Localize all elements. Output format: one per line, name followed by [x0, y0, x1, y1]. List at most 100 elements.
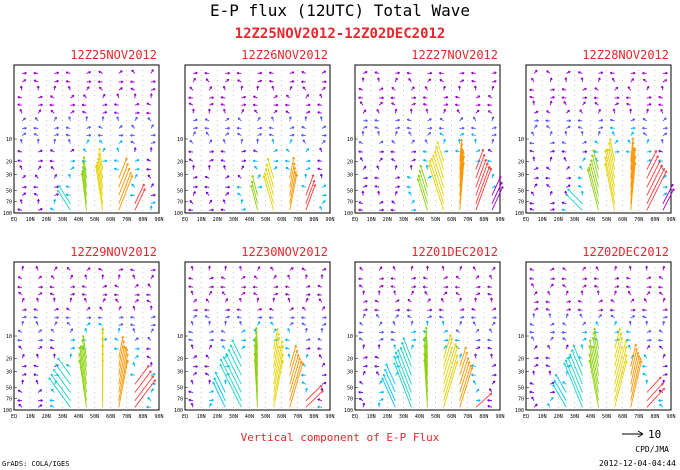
flux-arrow-head — [439, 117, 443, 121]
flux-arrow-head — [567, 356, 570, 360]
flux-arrow-head — [422, 285, 426, 289]
flux-arrow-head — [226, 175, 230, 179]
x-tick-label: 10N — [538, 217, 547, 223]
flux-arrow — [591, 154, 599, 179]
flux-arrow-head — [97, 80, 101, 84]
flux-arrow-head — [553, 379, 557, 383]
flux-arrow-head — [600, 299, 603, 303]
flux-arrow-head — [322, 200, 326, 203]
flux-arrow — [118, 340, 125, 367]
flux-arrow-head — [445, 103, 449, 107]
flux-arrow-head — [227, 315, 230, 319]
flux-arrow-head — [529, 323, 533, 326]
credit: CPD/JMA — [635, 445, 669, 454]
flux-arrow-head — [153, 193, 156, 197]
flux-arrow-head — [86, 86, 90, 89]
flux-arrow — [265, 168, 275, 196]
flux-arrow-head — [482, 154, 486, 157]
flux-arrow-head — [658, 338, 661, 342]
flux-arrow-head — [147, 397, 151, 400]
flux-arrow-head — [487, 338, 490, 342]
flux-arrow-head — [459, 353, 462, 357]
flux-arrow-head — [435, 146, 439, 149]
x-tick-label: 80N — [650, 217, 659, 223]
flux-arrow-head — [115, 298, 118, 302]
flux-arrow-head — [302, 86, 306, 90]
flux-arrow-head — [305, 297, 309, 301]
flux-arrow-head — [250, 180, 254, 184]
flux-arrow-head — [489, 392, 493, 396]
x-tick-label: EQ — [523, 217, 529, 223]
flux-arrow — [425, 336, 428, 367]
flux-arrow — [630, 352, 639, 385]
flux-arrow-head — [399, 347, 403, 350]
flux-arrow-head — [33, 192, 37, 196]
flux-arrow-head — [190, 265, 194, 269]
flux-arrow-head — [66, 307, 69, 311]
flux-arrow — [431, 157, 445, 196]
flux-arrow-head — [658, 329, 662, 333]
flux-arrow-head — [323, 125, 327, 129]
y-tick-label: 100 — [3, 408, 12, 414]
flux-arrow-head — [610, 299, 614, 302]
flux-arrow-head — [116, 147, 120, 151]
flux-arrow — [459, 148, 463, 179]
flux-arrow-head — [136, 337, 139, 340]
flux-arrow-head — [317, 284, 321, 288]
flux-arrow-head — [380, 157, 383, 161]
flux-arrow-head — [98, 322, 101, 326]
flux-arrow-head — [252, 285, 256, 289]
flux-arrow — [491, 176, 502, 196]
flux-arrow-head — [36, 199, 40, 202]
flux-arrow-head — [656, 155, 659, 158]
flux-arrow-head — [579, 165, 582, 169]
flux-arrow — [80, 345, 87, 385]
flux-arrow-head — [21, 265, 25, 269]
flux-arrow-head — [49, 338, 53, 342]
flux-arrow-head — [19, 85, 23, 89]
flux-arrow-head — [358, 150, 361, 154]
flux-arrow-head — [239, 320, 242, 324]
flux-arrow-head — [130, 87, 134, 91]
flux-arrow-head — [658, 276, 662, 279]
flux-arrow-head — [289, 85, 293, 89]
flux-arrow-head — [616, 102, 619, 106]
flux-arrow-head — [24, 71, 27, 75]
flux-arrow-head — [33, 308, 37, 312]
flux-arrow — [97, 161, 104, 196]
flux-arrow-head — [374, 71, 378, 75]
flux-arrow-head — [270, 266, 273, 270]
flux-arrow-head — [461, 149, 465, 153]
flux-arrow-head — [211, 276, 214, 280]
flux-arrow-head — [188, 285, 191, 289]
flux-arrow — [98, 148, 104, 170]
flux-arrow-head — [616, 96, 620, 100]
flux-arrow-head — [275, 292, 279, 296]
panel-title: 12Z26NOV2012 — [241, 48, 328, 62]
flux-arrow — [475, 392, 492, 408]
flux-arrow-head — [358, 330, 361, 334]
flux-arrow-head — [274, 328, 277, 332]
flux-arrow-head — [631, 298, 635, 302]
flux-arrow — [593, 332, 599, 359]
flux-arrow-head — [374, 364, 377, 368]
flux-arrow-head — [55, 363, 58, 367]
flux-arrow-head — [33, 71, 36, 75]
flux-arrow-head — [410, 320, 414, 324]
flux-arrow-head — [38, 109, 42, 112]
flux-arrow-head — [410, 265, 414, 269]
flux-arrow-head — [597, 130, 601, 134]
flux-arrow-head — [220, 150, 224, 153]
flux-arrow-head — [220, 96, 224, 99]
y-tick-label: 30 — [6, 172, 12, 178]
flux-arrow-head — [406, 71, 410, 75]
flux-arrow-head — [253, 292, 256, 296]
y-tick-label: 100 — [515, 211, 524, 217]
flux-arrow-head — [445, 96, 449, 99]
flux-arrow — [475, 165, 491, 204]
flux-arrow-head — [593, 327, 597, 331]
flux-arrow-head — [319, 205, 322, 209]
flux-arrow — [118, 345, 125, 376]
